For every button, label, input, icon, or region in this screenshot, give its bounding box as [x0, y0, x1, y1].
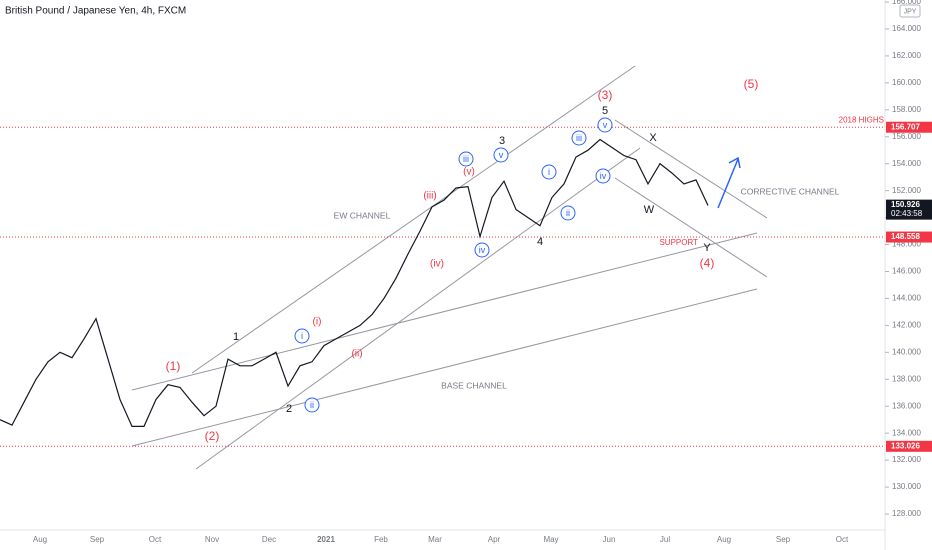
wave-label: W: [644, 204, 655, 216]
wave-label: (5): [744, 77, 759, 91]
y-tick-label: 132.000: [892, 455, 921, 464]
level-note: SUPPORT: [659, 238, 698, 247]
wave-label: X: [649, 132, 657, 144]
x-tick-label: Feb: [374, 535, 388, 544]
wave-label: i: [548, 167, 550, 177]
channel-label: CORRECTIVE CHANNEL: [741, 186, 840, 196]
wave-label: (v): [463, 167, 475, 178]
x-tick-label: Oct: [836, 535, 849, 544]
wave-label: 5: [602, 105, 608, 117]
wave-label: iv: [479, 245, 486, 255]
ew-channel-upper: [191, 65, 636, 374]
price-label: 133.026: [891, 441, 920, 450]
y-tick-label: 162.000: [892, 51, 921, 60]
y-tick-label: 128.000: [892, 509, 921, 518]
wave-label: iii: [463, 154, 469, 164]
price-label: 156.707: [891, 122, 920, 131]
price-label-box: [886, 121, 932, 133]
x-tick-label: Apr: [488, 535, 501, 544]
wave-label: (4): [700, 256, 715, 270]
wave-label: (ii): [351, 349, 362, 360]
y-tick-label: 148.000: [892, 240, 921, 249]
wave-label: (1): [166, 359, 181, 373]
wave-label: (2): [205, 429, 220, 443]
wave-label: ii: [566, 208, 570, 218]
y-tick-label: 130.000: [892, 482, 921, 491]
currency-badge: [899, 4, 921, 18]
wave-circle: [493, 147, 509, 163]
x-tick-label: Dec: [262, 535, 276, 544]
y-tick-label: 152.000: [892, 186, 921, 195]
wave-label: iii: [576, 133, 582, 143]
x-tick-label: Sep: [776, 535, 791, 544]
wave-circle: [474, 242, 490, 258]
wave-circle: [304, 397, 320, 413]
y-tick-label: 140.000: [892, 347, 921, 356]
price-label-box: [886, 199, 932, 220]
price-label-box: [886, 231, 932, 243]
wave-circle: [571, 130, 587, 146]
wave-label: (i): [313, 317, 322, 328]
wave-circle: [294, 328, 310, 344]
y-tick-label: 160.000: [892, 78, 921, 87]
ew-channel-lower: [195, 147, 641, 470]
base-channel-lower: [131, 288, 758, 447]
wave-circle: [597, 117, 613, 133]
wave-label: Y: [703, 242, 711, 254]
x-tick-label: Oct: [149, 535, 162, 544]
x-tick-label: Aug: [717, 535, 731, 544]
level-note: 2018 HIGHS: [839, 115, 884, 124]
x-tick-label: May: [543, 535, 558, 544]
x-tick-label: Jun: [603, 535, 616, 544]
wave-label: v: [603, 120, 608, 130]
price-label: 150.926: [891, 200, 920, 209]
wave-label: ii: [310, 400, 314, 410]
chart-title: British Pound / Japanese Yen, 4h, FXCM: [5, 6, 186, 17]
channel-label: BASE CHANNEL: [441, 380, 507, 390]
y-tick-label: 158.000: [892, 105, 921, 114]
y-tick-label: 164.000: [892, 24, 921, 33]
wave-circle: [458, 151, 474, 167]
price-timer: 02:43:58: [891, 209, 923, 218]
y-tick-label: 134.000: [892, 428, 921, 437]
y-tick-label: 154.000: [892, 159, 921, 168]
x-tick-label: Sep: [90, 535, 105, 544]
y-tick-label: 136.000: [892, 401, 921, 410]
wave-label: 2: [286, 403, 292, 415]
wave-label: (iv): [430, 259, 444, 270]
corrective-channel-lower: [614, 177, 768, 278]
wave-label: 4: [537, 236, 543, 248]
wave-label: (iii): [423, 191, 436, 202]
wave-circle: [541, 164, 557, 180]
y-tick-label: 138.000: [892, 374, 921, 383]
wave-circle: [560, 205, 576, 221]
x-tick-label: Jul: [660, 535, 670, 544]
price-line: [0, 138, 709, 427]
y-tick-label: 166.000: [892, 0, 921, 6]
wave-label: 1: [233, 331, 239, 343]
y-tick-label: 146.000: [892, 267, 921, 276]
price-label: 148.558: [891, 232, 920, 241]
y-tick-label: 144.000: [892, 294, 921, 303]
wave-label: 3: [499, 135, 505, 147]
x-tick-label: Mar: [428, 535, 442, 544]
wave-circle: [595, 168, 611, 184]
y-tick-label: 142.000: [892, 321, 921, 330]
y-tick-label: 156.000: [892, 132, 921, 141]
price-label-box: [886, 440, 932, 452]
wave-label: v: [499, 150, 504, 160]
x-tick-label: 2021: [317, 535, 335, 544]
x-tick-label: Aug: [33, 535, 47, 544]
wave-label: i: [301, 331, 303, 341]
currency: JPY: [904, 8, 917, 15]
corrective-channel-upper: [614, 119, 768, 219]
wave-label: iv: [600, 171, 607, 181]
wave-label: (3): [598, 88, 613, 102]
channel-label: EW CHANNEL: [334, 210, 391, 220]
x-tick-label: Nov: [205, 535, 219, 544]
arrow: [717, 156, 741, 209]
